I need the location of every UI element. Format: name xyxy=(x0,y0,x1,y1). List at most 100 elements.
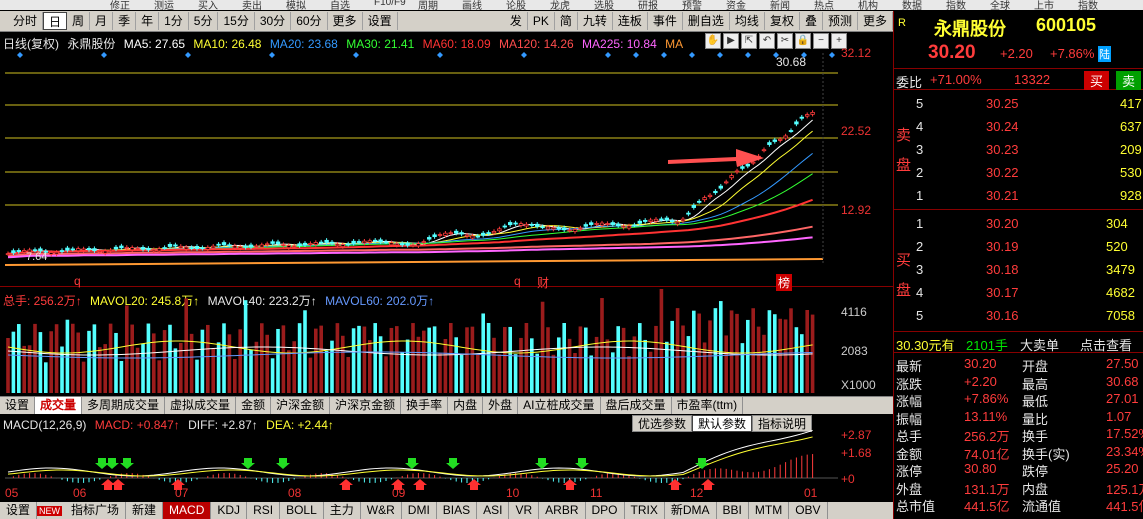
macd-chart[interactable]: MACD(12,26,9) MACD: +0.847↑ DIFF: +2.87↑… xyxy=(0,414,893,501)
indicator-tab[interactable]: BBI xyxy=(717,502,749,519)
top-menu-item[interactable]: 指数 xyxy=(1078,1,1098,10)
bid-row[interactable]: 3 30.18 3479 xyxy=(894,259,1143,281)
period-tab[interactable]: 周 xyxy=(67,12,91,30)
indicator-tab[interactable]: MTM xyxy=(749,502,790,519)
indicator-tab[interactable]: BOLL xyxy=(280,502,324,519)
sell-button[interactable]: 卖 xyxy=(1116,71,1142,90)
optimal-params-button[interactable]: 优选参数 xyxy=(632,415,693,432)
period-tab[interactable]: 分时 xyxy=(8,12,44,30)
bid-row[interactable]: 5 30.16 7058 xyxy=(894,305,1143,327)
top-menu-item[interactable]: 指数 xyxy=(946,1,966,10)
indicator-tab[interactable]: 换手率 xyxy=(401,397,449,414)
indicator-tab[interactable]: 设置 xyxy=(0,397,36,414)
chart-tool-button[interactable]: 叠 xyxy=(800,12,823,30)
top-menu-item[interactable]: 选股 xyxy=(594,1,614,10)
indicator-tab[interactable]: VR xyxy=(509,502,540,519)
bid-row[interactable]: 4 30.17 4682 xyxy=(894,282,1143,304)
chart-tool-button[interactable]: 事件 xyxy=(648,12,683,30)
indicator-tab[interactable]: 内盘 xyxy=(448,397,484,414)
period-tab[interactable]: 月 xyxy=(90,12,114,30)
period-tab[interactable]: 30分 xyxy=(255,12,292,30)
top-menu-item[interactable]: 自选 xyxy=(330,1,350,10)
kline-chart[interactable]: 日线(复权) 永鼎股份 MA5: 27.65 MA10: 26.48 MA20:… xyxy=(0,33,893,291)
period-tab[interactable]: 1分 xyxy=(159,12,189,30)
indicator-tab[interactable]: 主力 xyxy=(324,502,361,519)
indicator-tab[interactable]: 虚拟成交量 xyxy=(165,397,237,414)
hand-icon[interactable]: ✋ xyxy=(705,33,721,49)
indicator-tab[interactable]: ARBR xyxy=(539,502,586,519)
indicator-tab[interactable]: DPO xyxy=(586,502,625,519)
chart-tool-button[interactable]: 删自选 xyxy=(683,12,730,30)
top-menu-item[interactable]: 热点 xyxy=(814,1,834,10)
fullscreen-icon[interactable]: ⇱ xyxy=(741,33,757,49)
indicator-tab[interactable]: 金额 xyxy=(236,397,272,414)
chart-tool-button[interactable]: 预测 xyxy=(823,12,858,30)
top-menu-item[interactable]: 买入 xyxy=(198,1,218,10)
ask-row[interactable]: 2 30.22 530 xyxy=(894,162,1143,184)
indicator-tab[interactable]: RSI xyxy=(247,502,281,519)
indicator-tab[interactable]: W&R xyxy=(361,502,402,519)
indicator-tab[interactable]: 设置 xyxy=(0,502,38,519)
top-menu-item[interactable]: 新闻 xyxy=(770,1,790,10)
indicator-tab[interactable]: TRIX xyxy=(625,502,665,519)
ask-row[interactable]: 3 30.23 209 xyxy=(894,139,1143,161)
top-menu-item[interactable]: 周期 xyxy=(418,1,438,10)
marker-cai[interactable]: 财 xyxy=(537,276,550,290)
zoom-out-icon[interactable]: − xyxy=(813,33,829,49)
indicator-tab[interactable]: DMI xyxy=(402,502,437,519)
chart-tool-button[interactable]: 简 xyxy=(555,12,578,30)
indicator-tab[interactable]: 多周期成交量 xyxy=(82,397,166,414)
indicator-help-button[interactable]: 指标说明 xyxy=(752,415,813,432)
period-tab[interactable]: 日 xyxy=(43,12,68,30)
top-menu-item[interactable]: F10/F9 xyxy=(374,0,406,8)
indicator-tab[interactable]: KDJ xyxy=(211,502,248,519)
indicator-tab[interactable]: 沪深金额 xyxy=(271,397,331,414)
volume-chart[interactable]: 总手: 256.2万↑ MAVOL20: 245.8万↑ MAVOL40: 22… xyxy=(0,289,893,397)
top-menu-item[interactable]: 数据 xyxy=(902,1,922,10)
indicator-tab[interactable]: MACD xyxy=(163,502,212,519)
bid-row[interactable]: 1 30.20 304 xyxy=(894,213,1143,235)
indicator-tab[interactable]: 指标广场 xyxy=(65,502,127,519)
scissors-icon[interactable]: ✂ xyxy=(777,33,793,49)
period-tab[interactable]: 5分 xyxy=(189,12,219,30)
top-menu-item[interactable]: 卖出 xyxy=(242,1,262,10)
indicator-tab[interactable]: 沪深京金额 xyxy=(330,397,402,414)
chart-tool-button[interactable]: 发 xyxy=(505,12,528,30)
top-menu-item[interactable]: 研报 xyxy=(638,1,658,10)
indicator-tab[interactable]: AI立桩成交量 xyxy=(518,397,601,414)
top-menu-item[interactable]: 论股 xyxy=(506,1,526,10)
chart-tool-button[interactable]: 复权 xyxy=(765,12,800,30)
ask-row[interactable]: 5 30.25 417 xyxy=(894,93,1143,115)
indicator-tab[interactable]: 成交量 xyxy=(35,397,83,414)
period-tab[interactable]: 年 xyxy=(136,12,160,30)
period-tab[interactable]: 60分 xyxy=(291,12,328,30)
buy-button[interactable]: 买 xyxy=(1084,71,1110,90)
play-icon[interactable]: ▶ xyxy=(723,33,739,49)
chart-tool-button[interactable]: PK xyxy=(528,12,555,30)
indicator-tab[interactable]: 外盘 xyxy=(483,397,519,414)
bid-row[interactable]: 2 30.19 520 xyxy=(894,236,1143,258)
top-menu-item[interactable]: 资金 xyxy=(726,1,746,10)
zoom-in-icon[interactable]: + xyxy=(831,33,847,49)
top-menu-item[interactable]: 预警 xyxy=(682,1,702,10)
indicator-tab[interactable]: 新建 xyxy=(126,502,164,519)
ask-row[interactable]: 4 30.24 637 xyxy=(894,116,1143,138)
chart-tool-button[interactable]: 更多 xyxy=(858,12,893,30)
indicator-tab[interactable]: 盘后成交量 xyxy=(601,397,672,414)
indicator-tab[interactable]: ASI xyxy=(477,502,510,519)
indicator-tab[interactable]: OBV xyxy=(789,502,828,519)
chart-tool-button[interactable]: 均线 xyxy=(730,12,765,30)
chart-tool-button[interactable]: 连板 xyxy=(613,12,648,30)
ask-row[interactable]: 1 30.21 928 xyxy=(894,185,1143,207)
marker-bang[interactable]: 榜 xyxy=(776,274,793,291)
period-tab[interactable]: 更多 xyxy=(328,12,363,30)
top-menu-item[interactable]: 上市 xyxy=(1034,1,1054,10)
top-menu-item[interactable]: 测运 xyxy=(154,1,174,10)
top-menu-item[interactable]: 模拟 xyxy=(286,1,306,10)
indicator-tab[interactable]: BIAS xyxy=(437,502,478,519)
default-params-button[interactable]: 默认参数 xyxy=(692,415,753,432)
top-menu-item[interactable]: 机构 xyxy=(858,1,878,10)
period-tab[interactable]: 15分 xyxy=(218,12,255,30)
period-tab[interactable]: 设置 xyxy=(363,12,398,30)
chart-tool-button[interactable]: 九转 xyxy=(578,12,613,30)
